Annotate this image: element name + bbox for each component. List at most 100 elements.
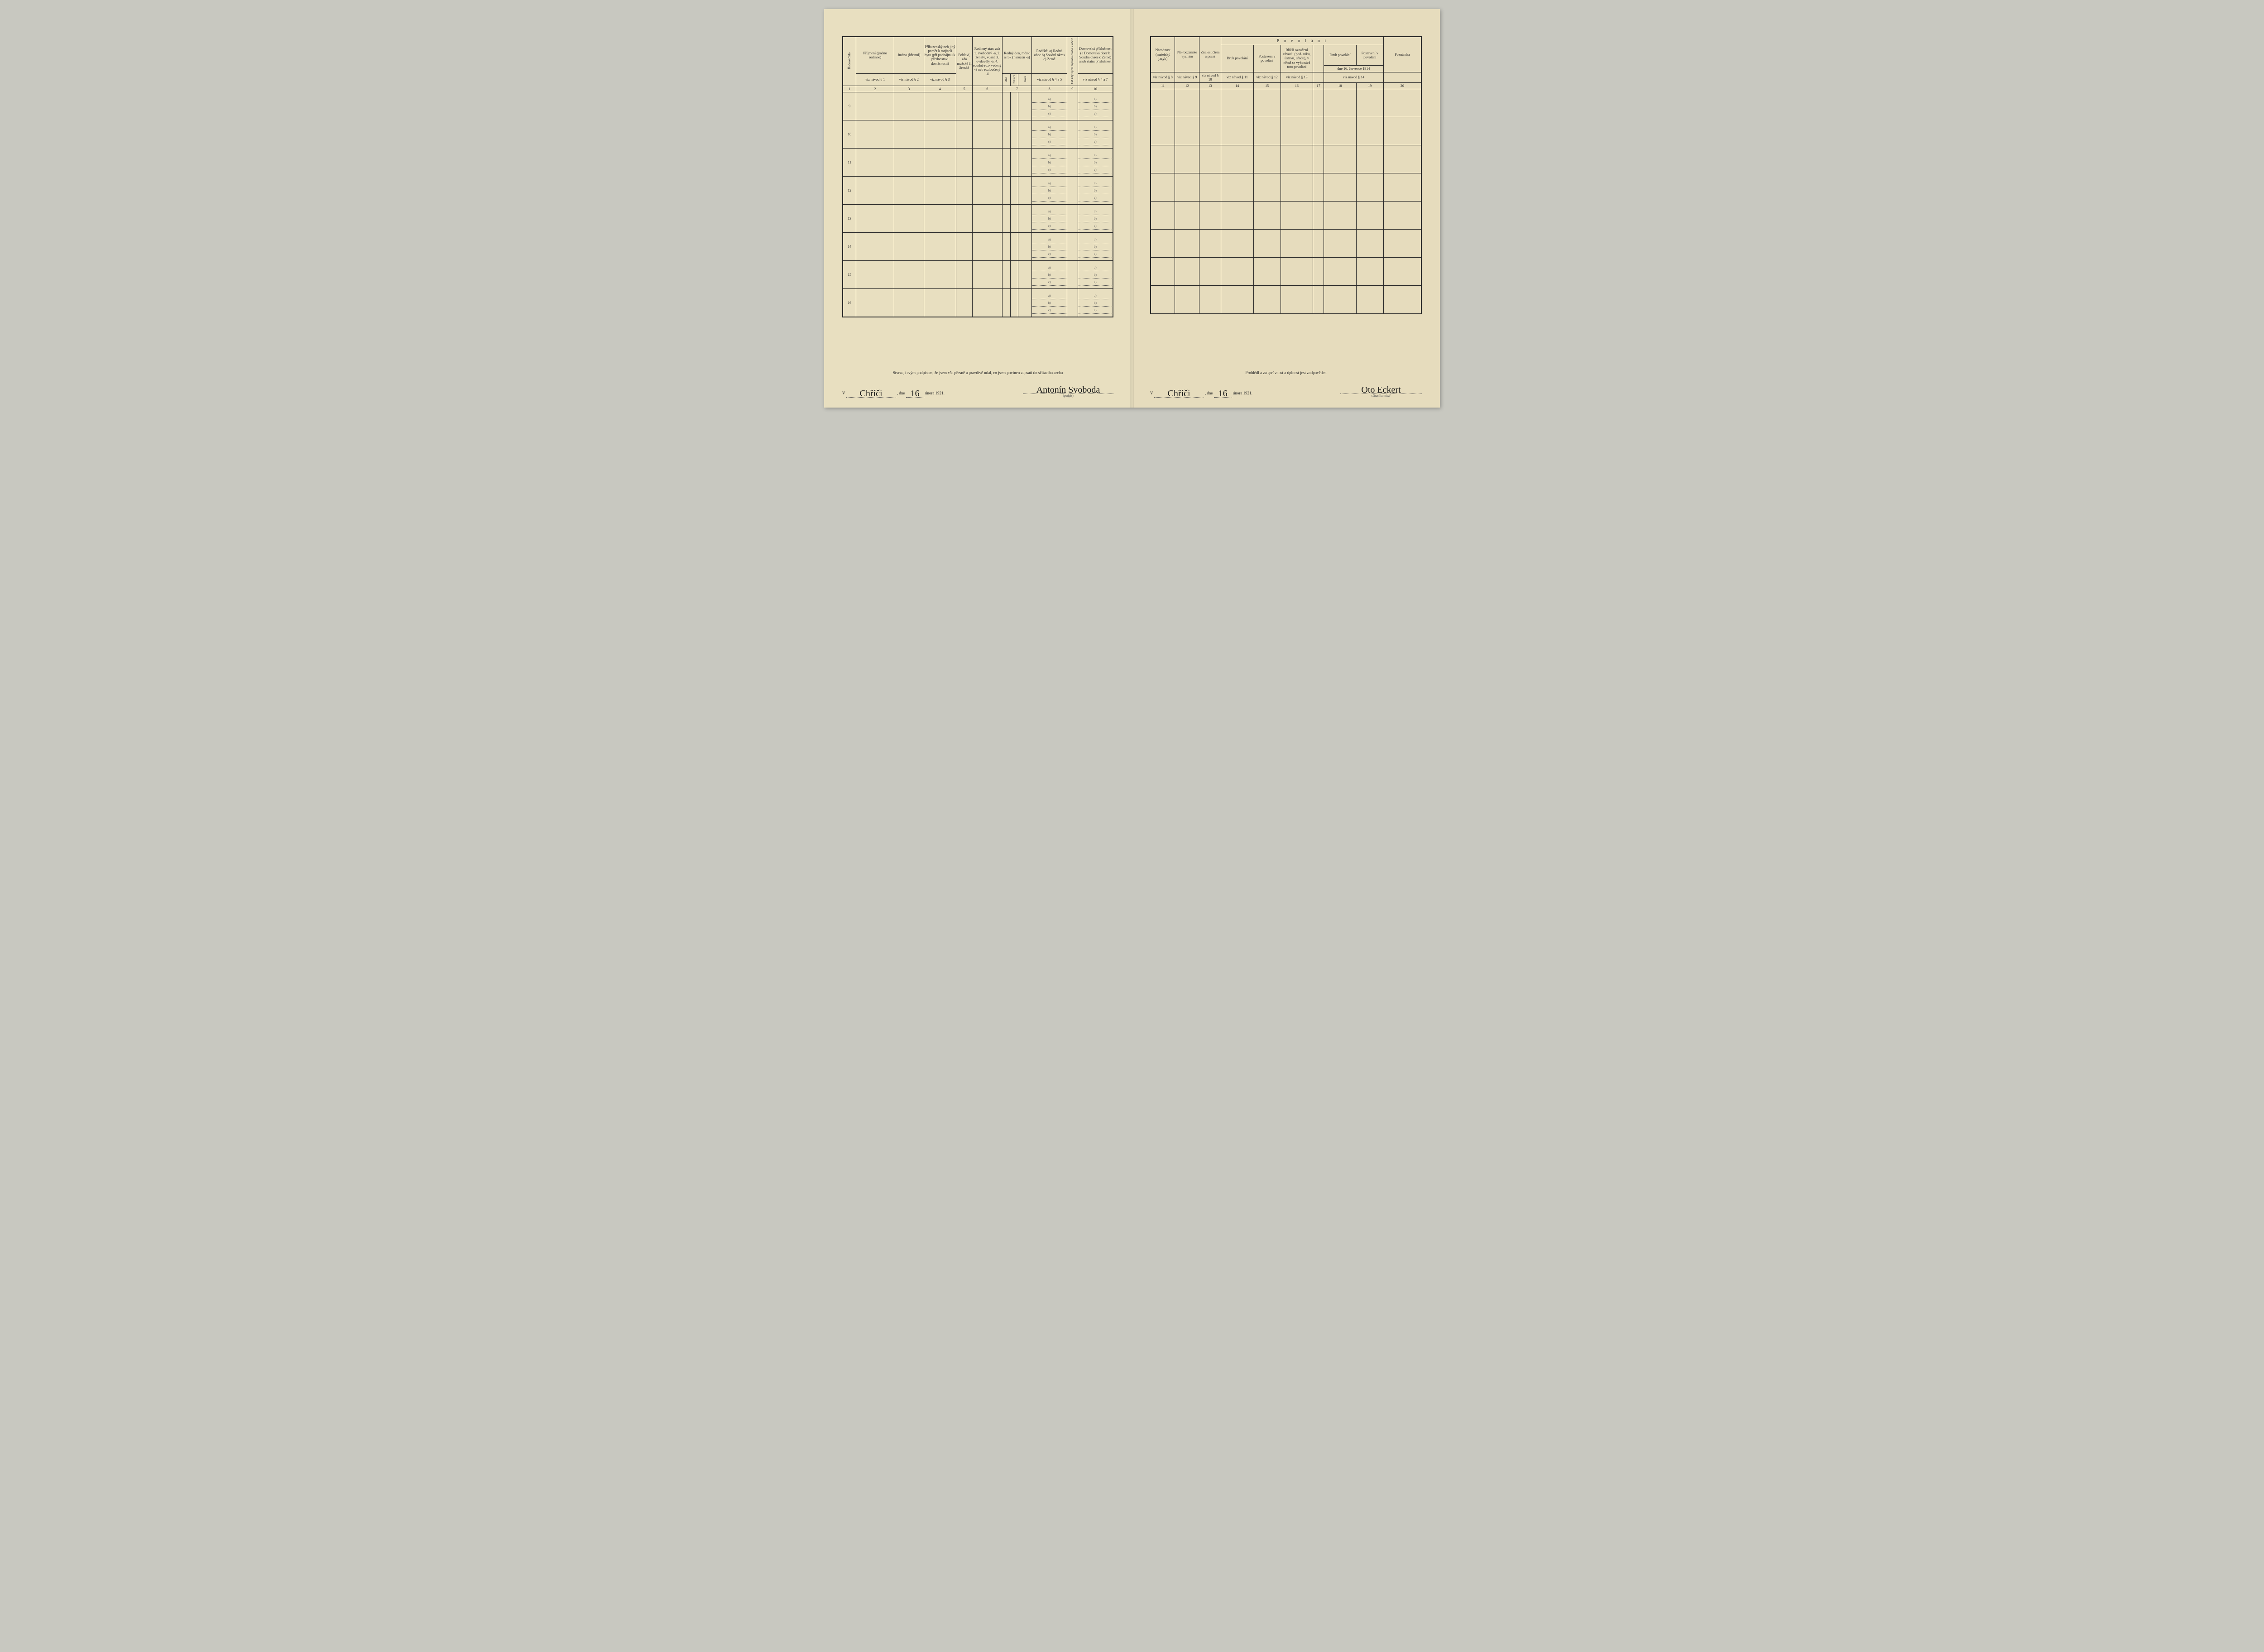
cell	[1281, 173, 1313, 202]
cell-surname	[856, 289, 894, 317]
cell	[1324, 286, 1357, 314]
abc-line: b)	[1032, 215, 1066, 222]
cell	[1199, 258, 1221, 286]
coln-18: 18	[1324, 82, 1357, 89]
cell	[1383, 145, 1421, 173]
affirm-right: Prohlédl a za správnost a úplnost jest z…	[1150, 370, 1422, 375]
cell-birthplace: a)b)c)	[1032, 205, 1067, 233]
abc-line: b)	[1079, 243, 1112, 250]
ref-c11: viz návod § 8	[1151, 72, 1175, 82]
abc-line: a)	[1079, 180, 1112, 187]
table-row	[1151, 117, 1421, 145]
cell-firstname	[894, 120, 924, 149]
dne-label: , dne	[897, 391, 905, 395]
cell	[1324, 145, 1357, 173]
table-row: 9a)b)c)a)b)c)	[843, 92, 1113, 120]
ref-blank2	[1383, 72, 1421, 82]
abc-line: a)	[1079, 152, 1112, 159]
row-number: 10	[843, 120, 856, 149]
table-row: 15a)b)c)a)b)c)	[843, 261, 1113, 289]
cell	[1313, 145, 1324, 173]
cell	[1383, 230, 1421, 258]
cell-marital	[973, 120, 1002, 149]
footer-left: Stvrzuji svým podpisem, že jsem vše přes…	[842, 370, 1113, 398]
cell	[1151, 230, 1175, 258]
cell-surname	[856, 205, 894, 233]
cell-since	[1067, 289, 1078, 317]
row-number: 14	[843, 233, 856, 261]
cell	[1313, 173, 1324, 202]
table-row: 13a)b)c)a)b)c)	[843, 205, 1113, 233]
cell	[1253, 286, 1281, 314]
coln-13: 13	[1199, 82, 1221, 89]
cell-sex	[956, 233, 973, 261]
cell-month	[1010, 261, 1018, 289]
cell	[1356, 117, 1383, 145]
coln-3: 3	[894, 86, 924, 92]
cell	[1356, 89, 1383, 117]
cell-relation	[924, 261, 956, 289]
row-number: 11	[843, 149, 856, 177]
table-row: 10a)b)c)a)b)c)	[843, 120, 1113, 149]
abc-line: c)	[1079, 110, 1112, 117]
coln-17: 17	[1313, 82, 1324, 89]
cell-relation	[924, 120, 956, 149]
cell	[1281, 117, 1313, 145]
cell-birthplace: a)b)c)	[1032, 233, 1067, 261]
coln-4: 4	[924, 86, 956, 92]
cell	[1324, 173, 1357, 202]
abc-line: b)	[1032, 159, 1066, 166]
month-year-left: února 1921.	[925, 391, 945, 395]
hdr-c14: Druh povolání	[1221, 45, 1253, 72]
abc-line: a)	[1079, 264, 1112, 271]
ref-c14: viz návod § 11	[1221, 72, 1253, 82]
cell	[1221, 202, 1253, 230]
abc-line: a)	[1032, 180, 1066, 187]
cell	[1175, 173, 1199, 202]
cell	[1253, 145, 1281, 173]
hdr-c10: Domovská příslušnost (a Domovská obec b …	[1078, 37, 1113, 73]
cell	[1151, 89, 1175, 117]
hdr-c19: Postavení v povolání	[1356, 45, 1383, 66]
cell	[1281, 89, 1313, 117]
table-row: 12a)b)c)a)b)c)	[843, 177, 1113, 205]
census-table-right: Národnost (mateřský jazyk) Ná- boženské …	[1150, 36, 1422, 314]
cell	[1221, 145, 1253, 173]
cell-marital	[973, 92, 1002, 120]
coln-9: 9	[1067, 86, 1078, 92]
month-year-right: února 1921.	[1233, 391, 1252, 395]
abc-line: c)	[1032, 194, 1066, 202]
abc-line: a)	[1032, 152, 1066, 159]
abc-line: c)	[1032, 166, 1066, 173]
cell-day	[1002, 149, 1010, 177]
hdr-c18: Druh povolání	[1324, 45, 1357, 66]
page-right: Národnost (mateřský jazyk) Ná- boženské …	[1132, 9, 1440, 408]
cell	[1199, 89, 1221, 117]
abc-line: a)	[1079, 208, 1112, 215]
cell	[1324, 258, 1357, 286]
cell-year	[1018, 233, 1032, 261]
sig-block-right: Oto Eckert sčítací komisař	[1340, 383, 1422, 398]
table-row	[1151, 258, 1421, 286]
cell-domicile: a)b)c)	[1078, 92, 1113, 120]
cell-since	[1067, 120, 1078, 149]
cell-month	[1010, 177, 1018, 205]
coln-15: 15	[1253, 82, 1281, 89]
affirm-left: Stvrzuji svým podpisem, že jsem vše přes…	[842, 370, 1113, 375]
cell-domicile: a)b)c)	[1078, 261, 1113, 289]
coln-16: 16	[1281, 82, 1313, 89]
hdr-c9: Od kdy bydlí zapsaná osoba v obci?	[1067, 37, 1078, 86]
abc-line: b)	[1079, 187, 1112, 194]
cell	[1383, 117, 1421, 145]
page-binding	[1130, 9, 1134, 408]
abc-line: b)	[1032, 187, 1066, 194]
cell-firstname	[894, 289, 924, 317]
hdr-c5: Pohlaví, zda mužské či ženské	[956, 37, 973, 86]
hdr-c20: Poznámka	[1383, 37, 1421, 72]
signature-right: Oto Eckert	[1361, 385, 1401, 395]
cell	[1253, 173, 1281, 202]
coln-19: 19	[1356, 82, 1383, 89]
cell	[1199, 173, 1221, 202]
ref-c12: viz návod § 9	[1175, 72, 1199, 82]
abc-line: b)	[1032, 103, 1066, 110]
